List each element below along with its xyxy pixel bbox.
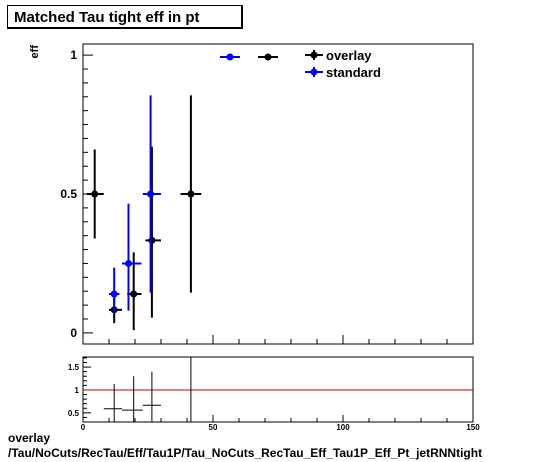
data-point [110, 290, 118, 298]
main-plot-frame [82, 43, 474, 345]
chart-title: Matched Tau tight eff in pt [14, 9, 200, 26]
ratio-x-tick-label: 50 [209, 423, 218, 432]
data-point [125, 259, 132, 267]
ratio-y-tick-label: 1.5 [68, 363, 80, 372]
main-plot-border [82, 43, 474, 345]
legend-marker-dot [264, 53, 272, 61]
data-point [147, 190, 155, 198]
data-point [148, 236, 156, 244]
legend-dot [310, 68, 318, 76]
legend-label: overlay [326, 48, 372, 63]
footer-path: /Tau/NoCuts/RecTau/Eff/Tau1P/Tau_NoCuts_… [8, 446, 483, 460]
y-axis-label: eff [29, 45, 41, 59]
data-point [187, 190, 195, 198]
ratio-plot-axes: 0 50 100 150 0.5 1 1.5 [68, 357, 480, 432]
ratio-x-tick-label: 100 [336, 423, 350, 432]
legend-label: standard [326, 65, 381, 80]
footer-label: overlay [8, 431, 51, 445]
legend-marker-dot [226, 53, 234, 61]
main-plot-points [86, 95, 202, 331]
data-point [91, 190, 99, 198]
chart-title-box: Matched Tau tight eff in pt [7, 5, 243, 29]
ratio-y-tick-label: 0.5 [68, 409, 80, 418]
main-plot-axes: 0 0.5 1 eff [29, 45, 474, 344]
ratio-plot-points [103, 357, 192, 422]
y-tick-label: 0 [70, 326, 77, 340]
ratio-x-tick-label: 0 [81, 423, 86, 432]
ratio-x-tick-label: 150 [466, 423, 480, 432]
legend: overlay standard [220, 48, 381, 80]
data-point [130, 290, 138, 298]
y-tick-label: 1 [70, 48, 77, 62]
ratio-y-tick-label: 1 [75, 386, 80, 395]
legend-dot [310, 51, 318, 59]
y-tick-label: 0.5 [60, 187, 77, 201]
